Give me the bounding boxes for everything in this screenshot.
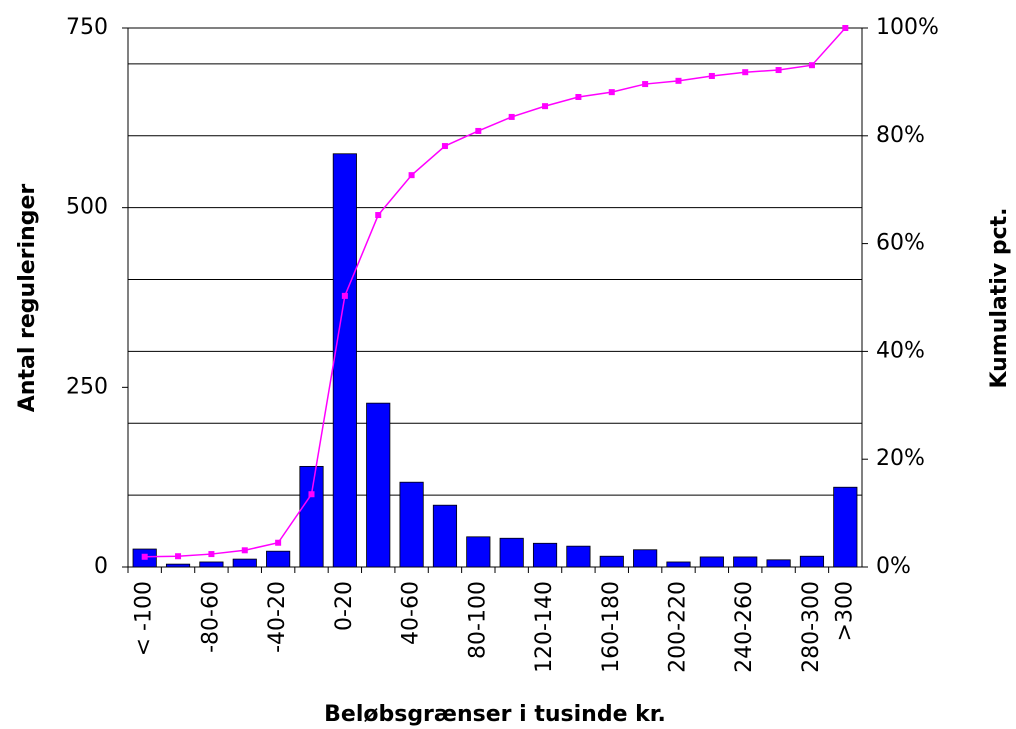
bar (733, 556, 758, 568)
line-marker (275, 539, 282, 546)
x-tick-label: 160-180 (599, 581, 624, 673)
line-marker (475, 127, 482, 134)
y2-tick-label: 40% (876, 338, 925, 363)
bar (699, 556, 724, 568)
y2-tick-label: 20% (876, 446, 925, 471)
bar (799, 555, 825, 568)
line-marker (441, 143, 448, 150)
line-marker (408, 172, 415, 179)
line-marker (642, 81, 649, 88)
bar (599, 555, 624, 568)
line-marker (141, 553, 148, 560)
bar (399, 481, 424, 568)
line-marker (575, 93, 582, 100)
line-marker (208, 551, 215, 558)
bar (432, 504, 458, 568)
x-tick-label: 240-260 (732, 581, 757, 673)
line-marker (175, 553, 182, 560)
x-tick-label: 80-100 (465, 581, 490, 659)
y2-tick-label: 80% (876, 123, 925, 148)
bar (366, 402, 391, 568)
bar (566, 545, 591, 568)
x-tick-label: 120-140 (532, 581, 557, 673)
line-marker (842, 25, 849, 31)
x-axis-title: Beløbsgrænser i tusinde kr. (324, 702, 666, 727)
line-marker (742, 69, 749, 76)
bar (633, 549, 658, 568)
x-tick-label: >300 (832, 581, 857, 641)
line-marker (775, 67, 782, 74)
bar (532, 542, 558, 568)
line-marker (675, 77, 682, 84)
bar (666, 561, 691, 568)
cumulative-line (144, 27, 846, 558)
bar (499, 537, 524, 568)
bar (199, 561, 224, 568)
bar (232, 558, 257, 568)
line-marker (542, 103, 549, 110)
bar (833, 486, 858, 568)
y-tick-label: 750 (66, 15, 108, 40)
bar (266, 550, 291, 568)
x-tick-label: < -100 (132, 581, 157, 656)
line-marker (808, 62, 815, 69)
x-tick-label: 0-20 (332, 581, 357, 631)
x-tick-label: 280-300 (799, 581, 824, 673)
y-tick-label: 500 (66, 195, 108, 220)
x-tick-label: -40-20 (265, 581, 290, 653)
y2-axis-title: Kumulativ pct. (987, 207, 1012, 388)
bar (299, 465, 324, 568)
line-marker (608, 89, 615, 96)
y2-tick-label: 0% (876, 554, 911, 579)
line-marker (308, 491, 315, 498)
y-axis-title: Antal reguleringer (15, 184, 40, 413)
x-tick-label: 40-60 (399, 581, 424, 645)
y-tick-label: 250 (66, 374, 108, 399)
bar (466, 536, 491, 568)
x-tick-label: -80-60 (198, 581, 223, 653)
y2-tick-label: 100% (876, 15, 939, 40)
y2-tick-label: 60% (876, 231, 925, 256)
line-marker (708, 72, 715, 79)
line-marker (375, 212, 382, 219)
line-marker (241, 547, 248, 554)
line-marker (508, 113, 515, 120)
x-tick-label: 200-220 (666, 581, 691, 673)
y-tick-label: 0 (94, 554, 108, 579)
bar (332, 153, 357, 568)
line-marker (341, 292, 348, 299)
bar (766, 559, 791, 568)
bar (165, 563, 191, 568)
